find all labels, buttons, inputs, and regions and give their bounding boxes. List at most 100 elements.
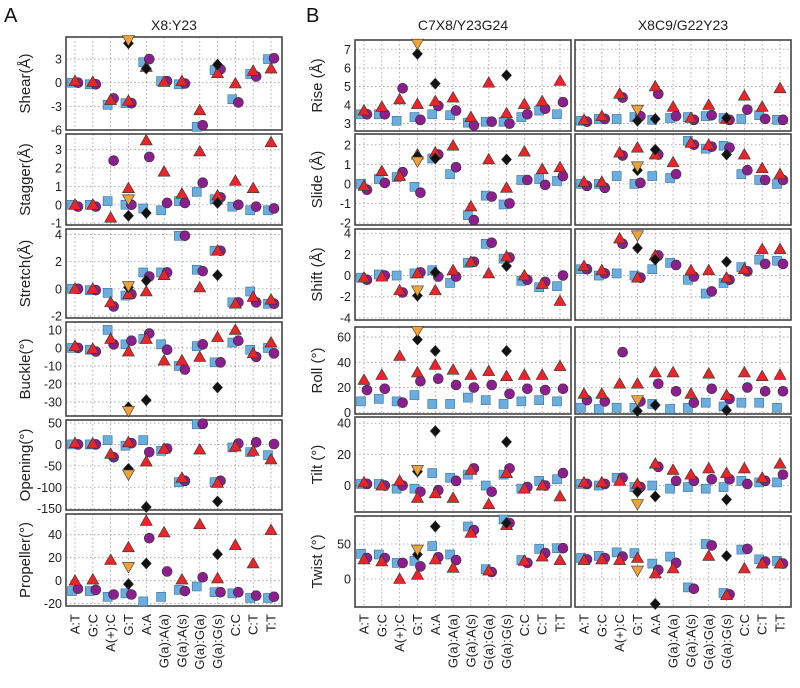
circle-marker [617, 346, 628, 358]
triangle-up-marker [375, 554, 389, 567]
triangle-up-marker [517, 268, 531, 281]
triangle-up-marker [86, 282, 100, 294]
y-tick-label: 0 [344, 573, 351, 587]
triangle-up-marker [211, 571, 225, 584]
x-category-label: G(a):A(a) [666, 614, 681, 668]
x-category-label: G(a):A(s) [463, 614, 478, 667]
triangle-up-marker [464, 110, 478, 122]
triangle-down-marker [410, 38, 424, 51]
circle-marker [268, 203, 280, 214]
triangle-up-marker [375, 368, 389, 380]
diamond-marker [649, 598, 661, 610]
x-category-label: G(a):A(a) [446, 614, 461, 668]
triangle-up-marker [246, 444, 260, 456]
x-category-label: G(a):G(a) [481, 614, 496, 670]
diamond-marker [501, 153, 512, 166]
panel-colrow [574, 39, 792, 132]
triangle-up-marker [684, 136, 698, 148]
panel-frame [65, 419, 283, 511]
square-marker [665, 404, 675, 414]
circle-marker [179, 197, 191, 209]
circle-marker [742, 104, 753, 115]
square-marker [102, 196, 113, 206]
triangle-up-marker [666, 463, 680, 475]
y-tick-label: 0 [55, 282, 62, 296]
y-tick-label: 5 [344, 80, 351, 94]
triangle-up-marker [702, 98, 716, 110]
triangle-up-marker [755, 161, 769, 174]
panel-letter-b: B [306, 5, 319, 27]
triangle-up-marker [630, 141, 644, 153]
triangle-up-marker [737, 365, 751, 378]
square-marker [736, 114, 747, 124]
triangle-up-marker [228, 297, 242, 309]
triangle-up-marker [375, 270, 389, 282]
y-tick-label: 0 [55, 76, 62, 90]
square-marker [552, 396, 562, 407]
y-tick-label: 0 [344, 269, 351, 283]
circle-marker [179, 230, 191, 242]
x-category-label: A(+):C [612, 614, 627, 652]
circle-marker [250, 436, 262, 448]
panel-roll: 60 40 20 0 Roll (°) [309, 325, 572, 420]
diamond-marker [412, 47, 423, 60]
y-tick-label: 0 [55, 341, 62, 355]
x-category-label: T:T [264, 614, 279, 632]
triangle-up-marker [121, 181, 135, 194]
triangle-up-marker [175, 353, 189, 366]
y-tick-label: 40 [337, 417, 351, 431]
circle-marker [777, 114, 789, 126]
square-marker [102, 288, 113, 298]
square-marker [611, 402, 622, 413]
triangle-up-marker [720, 466, 734, 478]
triangle-up-marker [157, 75, 171, 87]
circle-marker [415, 375, 426, 387]
triangle-up-marker [535, 277, 549, 289]
triangle-up-marker [535, 162, 549, 175]
circle-marker [742, 478, 753, 490]
diamond-marker [721, 549, 732, 562]
x-category-label: T:T [553, 614, 568, 632]
triangle-up-marker [648, 566, 662, 579]
triangle-up-marker [86, 436, 100, 449]
square-marker [191, 187, 202, 197]
triangle-up-marker [702, 263, 716, 276]
triangle-up-marker [482, 497, 496, 510]
circle-marker [197, 339, 209, 350]
triangle-up-marker [139, 514, 153, 526]
triangle-up-marker [104, 295, 118, 308]
triangle-up-marker [500, 181, 514, 193]
y-axis-label: Propeller(°) [17, 522, 34, 598]
triangle-up-marker [157, 165, 171, 177]
y-tick-label: -2 [51, 309, 62, 323]
panel-stretch: 4 2 0 -2 Stretch(Å) [17, 228, 283, 323]
triangle-up-marker [357, 373, 371, 385]
diamond-marker [123, 209, 134, 222]
circle-marker [777, 258, 789, 270]
triangle-up-marker [175, 471, 189, 483]
circle-marker [415, 187, 426, 199]
circle-marker [179, 585, 191, 597]
circle-marker [468, 214, 480, 226]
triangle-up-marker [139, 284, 153, 297]
panel-frame [65, 133, 283, 226]
circle-marker [197, 177, 209, 189]
triangle-up-marker [517, 482, 531, 494]
triangle-up-marker [446, 90, 460, 103]
triangle-up-marker [264, 135, 278, 148]
triangle-up-marker [666, 365, 680, 378]
x-category-label: C:T [535, 614, 550, 635]
panel-colrow [574, 416, 792, 513]
panel-frame [354, 39, 572, 132]
triangle-up-marker [157, 442, 171, 454]
circle-marker [504, 388, 515, 400]
square-marker [611, 114, 622, 124]
triangle-up-marker [720, 588, 734, 600]
circle-marker [379, 383, 391, 395]
triangle-up-marker [246, 556, 260, 569]
circle-marker [379, 177, 391, 189]
triangle-up-marker [357, 475, 371, 488]
panel-frame [354, 133, 572, 226]
x-category-label: G:C [85, 614, 100, 637]
